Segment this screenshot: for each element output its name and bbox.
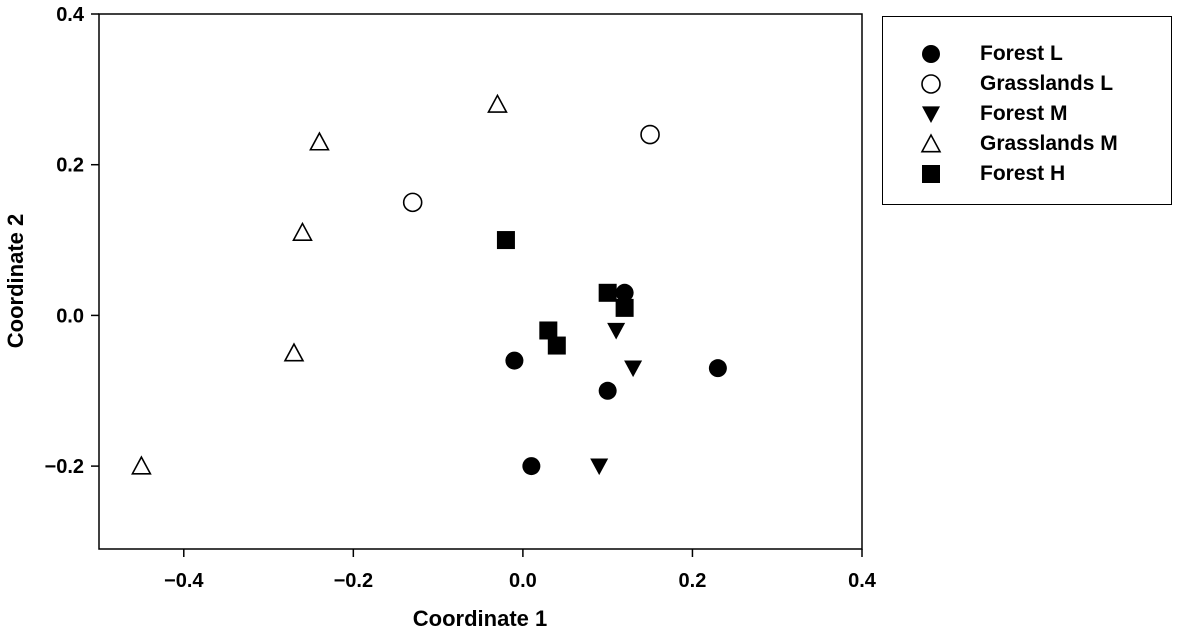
data-point bbox=[539, 321, 558, 340]
y-tick-label: 0.2 bbox=[56, 155, 84, 177]
legend-label: Forest H bbox=[980, 162, 1066, 185]
legend-item: Forest H bbox=[883, 159, 1171, 189]
legend-item: Forest M bbox=[883, 99, 1171, 129]
data-point bbox=[505, 351, 524, 370]
legend-item: Grasslands M bbox=[883, 129, 1171, 159]
data-point bbox=[624, 360, 643, 378]
legend-item: Grasslands L bbox=[883, 69, 1171, 99]
y-tick-label: 0.0 bbox=[56, 305, 84, 327]
legend-label: Forest L bbox=[980, 42, 1063, 65]
x-tick-label: −0.4 bbox=[164, 570, 204, 592]
y-tick-label: 0.4 bbox=[56, 4, 85, 26]
data-point bbox=[522, 457, 541, 476]
legend-label: Grasslands L bbox=[980, 72, 1114, 95]
x-tick-label: −0.2 bbox=[334, 570, 373, 592]
points-layer bbox=[131, 93, 727, 476]
x-tick-label: 0.0 bbox=[509, 570, 537, 592]
data-point bbox=[615, 298, 634, 317]
data-point bbox=[487, 93, 508, 113]
data-point bbox=[708, 359, 727, 378]
legend-marker bbox=[921, 74, 941, 94]
y-tick-label: −0.2 bbox=[45, 456, 84, 478]
data-point bbox=[131, 455, 152, 475]
plot-frame bbox=[98, 13, 863, 550]
x-axis-title: Coordinate 1 bbox=[413, 606, 547, 631]
legend-marker bbox=[922, 106, 940, 123]
data-point bbox=[496, 231, 515, 250]
data-point bbox=[402, 192, 423, 213]
legend-item: Forest L bbox=[883, 39, 1171, 69]
data-point bbox=[598, 283, 617, 302]
legend-marker bbox=[922, 165, 940, 183]
legend-label: Grasslands M bbox=[980, 132, 1118, 155]
legend: Forest L Grasslands L Forest M Grasslands M… bbox=[882, 16, 1172, 205]
x-axis: −0.4 −0.2 0.0 0.2 0.4 bbox=[164, 549, 877, 592]
data-point bbox=[640, 124, 660, 145]
data-point bbox=[547, 336, 566, 355]
x-tick-label: 0.2 bbox=[679, 570, 707, 592]
data-point bbox=[598, 381, 617, 400]
x-tick-label: 0.4 bbox=[848, 570, 877, 592]
legend-marker bbox=[922, 45, 940, 63]
data-point bbox=[590, 458, 609, 476]
data-point bbox=[607, 322, 626, 340]
y-axis-title: Coordinate 2 bbox=[3, 214, 28, 348]
legend-label: Forest M bbox=[980, 102, 1068, 125]
data-point bbox=[309, 131, 330, 151]
data-point bbox=[283, 342, 305, 362]
y-axis: −0.2 0.0 0.2 0.4 bbox=[45, 4, 99, 478]
data-point bbox=[292, 221, 313, 241]
legend-marker bbox=[920, 133, 942, 153]
